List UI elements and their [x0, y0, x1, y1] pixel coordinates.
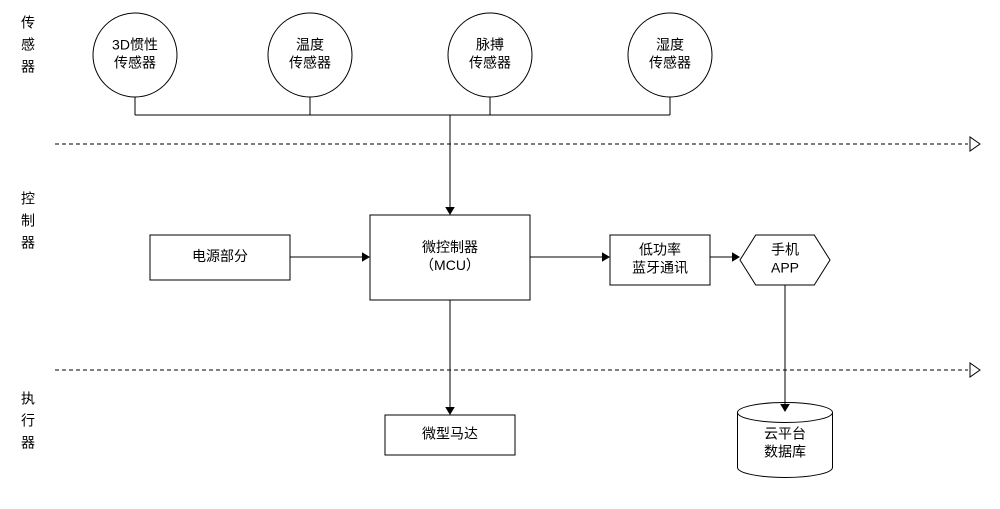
sensor-label-s1: 3D惯性传感器 [112, 37, 158, 71]
svg-text:感: 感 [21, 37, 35, 53]
motor-box-label: 微型马达 [422, 426, 478, 442]
svg-text:温度: 温度 [296, 37, 324, 53]
arrow-head [732, 252, 740, 262]
svg-text:微控制器: 微控制器 [422, 239, 478, 255]
svg-text:手机: 手机 [771, 242, 799, 258]
svg-text:制: 制 [21, 213, 35, 229]
arrow-head [780, 404, 790, 412]
svg-text:行: 行 [21, 413, 35, 429]
svg-text:脉搏: 脉搏 [476, 37, 504, 53]
arrow-head [362, 252, 370, 262]
svg-text:执: 执 [21, 391, 35, 407]
svg-text:器: 器 [21, 435, 35, 451]
row-label-sensors: 传感器 [21, 15, 35, 75]
row-label-actuator: 执行器 [21, 391, 35, 451]
svg-text:低功率: 低功率 [639, 242, 681, 258]
svg-text:传感器: 传感器 [114, 55, 156, 71]
sensor-label-s2: 温度传感器 [289, 37, 331, 71]
svg-text:微型马达: 微型马达 [422, 426, 478, 442]
svg-text:湿度: 湿度 [656, 37, 684, 53]
svg-text:传感器: 传感器 [289, 55, 331, 71]
ble-box-label: 低功率蓝牙通讯 [632, 242, 688, 276]
svg-text:器: 器 [21, 59, 35, 75]
db-label: 云平台数据库 [764, 426, 806, 460]
arrow-head [602, 252, 610, 262]
sensor-label-s3: 脉搏传感器 [469, 37, 511, 71]
arrow-head [445, 207, 455, 215]
svg-text:云平台: 云平台 [764, 426, 806, 442]
svg-text:传感器: 传感器 [469, 55, 511, 71]
svg-text:控: 控 [21, 191, 35, 207]
svg-text:传感器: 传感器 [649, 55, 691, 71]
divider-arrowhead [970, 137, 980, 151]
svg-text:蓝牙通讯: 蓝牙通讯 [632, 260, 688, 276]
svg-text:电源部分: 电源部分 [192, 248, 248, 264]
row-label-controller: 控制器 [21, 191, 35, 251]
svg-text:3D惯性: 3D惯性 [112, 37, 158, 53]
svg-text:器: 器 [21, 235, 35, 251]
arrow-head [445, 407, 455, 415]
mcu-box-label: 微控制器 （MCU） [420, 239, 480, 273]
sensor-label-s4: 湿度传感器 [649, 37, 691, 71]
app-label: 手机 APP [771, 242, 799, 276]
divider-arrowhead [970, 363, 980, 377]
svg-text:数据库: 数据库 [764, 444, 806, 460]
power-box-label: 电源部分 [192, 248, 248, 264]
db-bottom [738, 468, 833, 478]
svg-text:APP: APP [771, 260, 799, 276]
svg-text:传: 传 [21, 15, 35, 31]
svg-text:（MCU）: （MCU） [420, 257, 480, 273]
